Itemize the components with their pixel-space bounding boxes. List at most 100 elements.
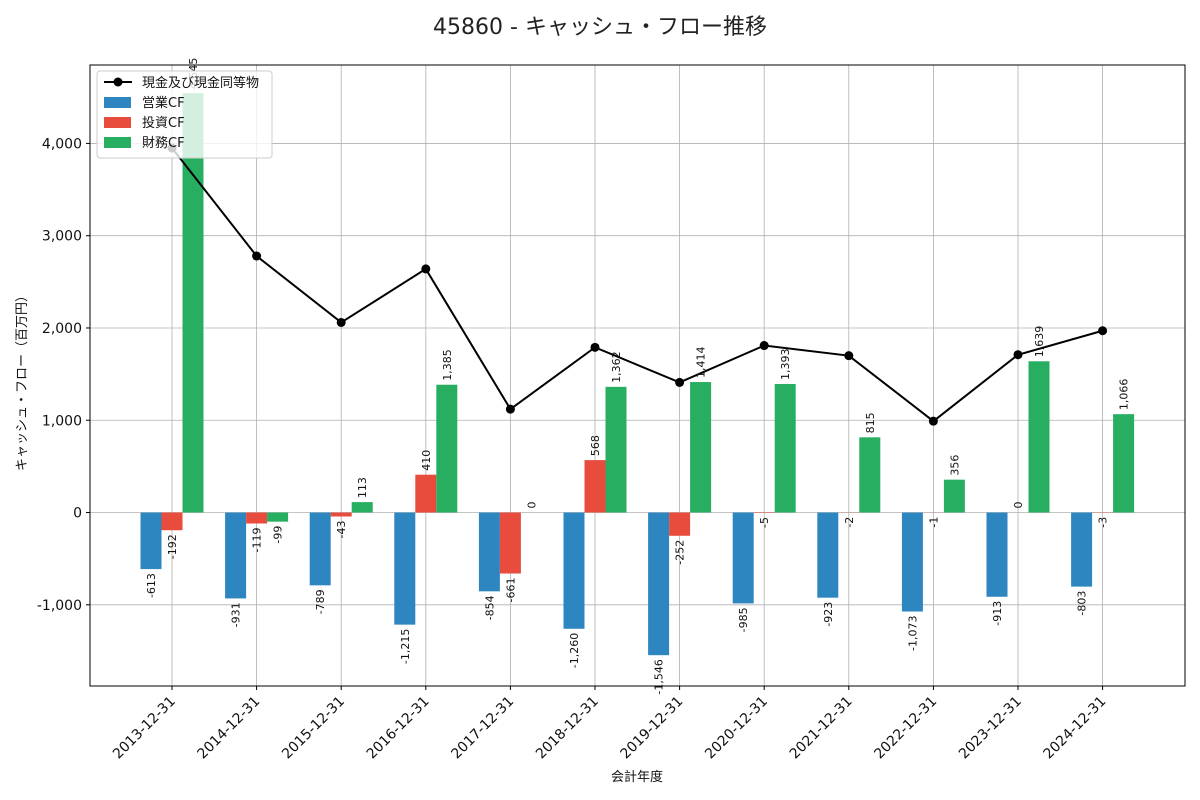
cash-point — [1098, 326, 1108, 336]
chart-title: 45860 - キャッシュ・フロー推移 — [433, 15, 767, 40]
y-tick-label: 2,000 — [42, 321, 82, 337]
data-label: -931 — [230, 602, 243, 627]
x-tick-label: 2014-12-31 — [195, 694, 264, 763]
x-tick-label: 2013-12-31 — [110, 694, 179, 763]
cash-point — [505, 404, 515, 414]
data-label: -1,073 — [906, 616, 919, 651]
bar-0-4 — [478, 512, 500, 592]
bar-1-4 — [499, 512, 521, 574]
data-label: 1,414 — [695, 347, 708, 379]
bar-1-5 — [584, 460, 606, 513]
bar-0-10 — [986, 512, 1008, 597]
data-label: 1,385 — [441, 349, 454, 381]
cash-point — [928, 416, 938, 426]
legend-swatch-financing — [104, 137, 131, 148]
data-label: -985 — [737, 607, 750, 632]
cash-point — [759, 341, 769, 351]
data-label: -1 — [927, 517, 940, 528]
bar-2-9 — [943, 479, 965, 513]
bar-2-1 — [267, 512, 289, 522]
bar-0-0 — [140, 512, 162, 570]
cash-point — [844, 351, 854, 361]
data-label: 1,639 — [1033, 326, 1046, 358]
data-label: 815 — [864, 412, 877, 433]
bar-0-3 — [394, 512, 416, 625]
bar-2-2 — [351, 502, 373, 513]
data-label: -99 — [272, 526, 285, 544]
y-tick-label: 0 — [73, 506, 82, 522]
data-label: -252 — [674, 540, 687, 565]
data-label: 1,393 — [779, 348, 792, 380]
data-label: -5 — [758, 517, 771, 528]
bar-series — [140, 93, 1135, 656]
y-tick-label: 3,000 — [42, 229, 82, 245]
legend-label-operating: 営業CF — [142, 95, 185, 111]
y-axis-label: キャッシュ・フロー（百万円） — [15, 289, 30, 471]
cash-point — [421, 264, 431, 274]
x-tick-label: 2015-12-31 — [279, 694, 348, 763]
cash-line — [171, 147, 1103, 423]
x-tick-label: 2019-12-31 — [618, 694, 687, 763]
x-axis-ticks: 2013-12-31 2014-12-31 2015-12-31 2016-12-31… — [110, 686, 1109, 762]
bar-0-5 — [563, 512, 585, 629]
data-label: 568 — [589, 435, 602, 456]
legend-box — [96, 70, 273, 159]
bar-0-9 — [901, 512, 923, 612]
x-axis-label: 会計年度 — [611, 769, 663, 785]
bar-2-11 — [1113, 414, 1135, 513]
x-tick-label: 2022-12-31 — [871, 694, 940, 763]
x-tick-label: 2017-12-31 — [448, 694, 517, 763]
data-label: -43 — [335, 520, 348, 538]
plot-frame — [89, 64, 1186, 687]
data-label: -923 — [822, 602, 835, 627]
bar-2-6 — [690, 382, 712, 513]
bar-1-6 — [669, 512, 691, 536]
data-label: -789 — [314, 589, 327, 614]
bar-1-0 — [161, 512, 183, 531]
bar-0-7 — [732, 512, 754, 604]
x-tick-label: 2023-12-31 — [956, 694, 1025, 763]
x-tick-label: 2018-12-31 — [533, 694, 602, 763]
data-label: 0 — [1012, 502, 1025, 509]
data-label: -119 — [251, 528, 264, 553]
legend-label-investing: 投資CF — [142, 115, 185, 131]
legend-marker-swatch — [113, 77, 123, 87]
legend-swatch-investing — [104, 117, 131, 128]
bar-1-1 — [246, 512, 268, 524]
data-label: -192 — [166, 534, 179, 559]
y-tick-label: 4,000 — [42, 136, 82, 152]
data-label: -913 — [991, 601, 1004, 626]
data-label: -3 — [1097, 517, 1110, 528]
legend-swatch-operating — [104, 97, 131, 108]
bar-0-1 — [225, 512, 247, 599]
bar-2-10 — [1028, 361, 1050, 513]
data-label: 356 — [948, 455, 961, 476]
y-tick-label: 1,000 — [42, 413, 82, 429]
cash-point — [336, 317, 346, 327]
legend: 現金及び現金同等物 営業CF 投資CF 財務CF — [96, 70, 273, 159]
x-tick-label: 2021-12-31 — [787, 694, 856, 763]
data-label: -661 — [504, 578, 517, 603]
data-label: -1,546 — [653, 659, 666, 694]
bar-2-5 — [605, 386, 627, 513]
line-series — [167, 143, 1108, 426]
bar-2-0 — [182, 93, 204, 513]
x-tick-label: 2016-12-31 — [364, 694, 433, 763]
bar-0-11 — [1071, 512, 1093, 587]
bar-0-2 — [309, 512, 331, 586]
bar-0-8 — [817, 512, 839, 598]
bar-0-6 — [648, 512, 670, 656]
data-label: -1,215 — [399, 629, 412, 664]
legend-label-cash: 現金及び現金同等物 — [142, 75, 259, 91]
cash-point — [675, 377, 685, 387]
data-label: 0 — [525, 502, 538, 509]
data-label: -2 — [843, 517, 856, 528]
bar-1-2 — [330, 512, 352, 517]
data-label: 410 — [420, 450, 433, 471]
cash-point — [1013, 350, 1023, 360]
y-tick-label: -1,000 — [37, 598, 82, 614]
cash-point — [590, 342, 600, 352]
legend-label-financing: 財務CF — [142, 136, 185, 151]
data-label: -1,260 — [568, 633, 581, 668]
